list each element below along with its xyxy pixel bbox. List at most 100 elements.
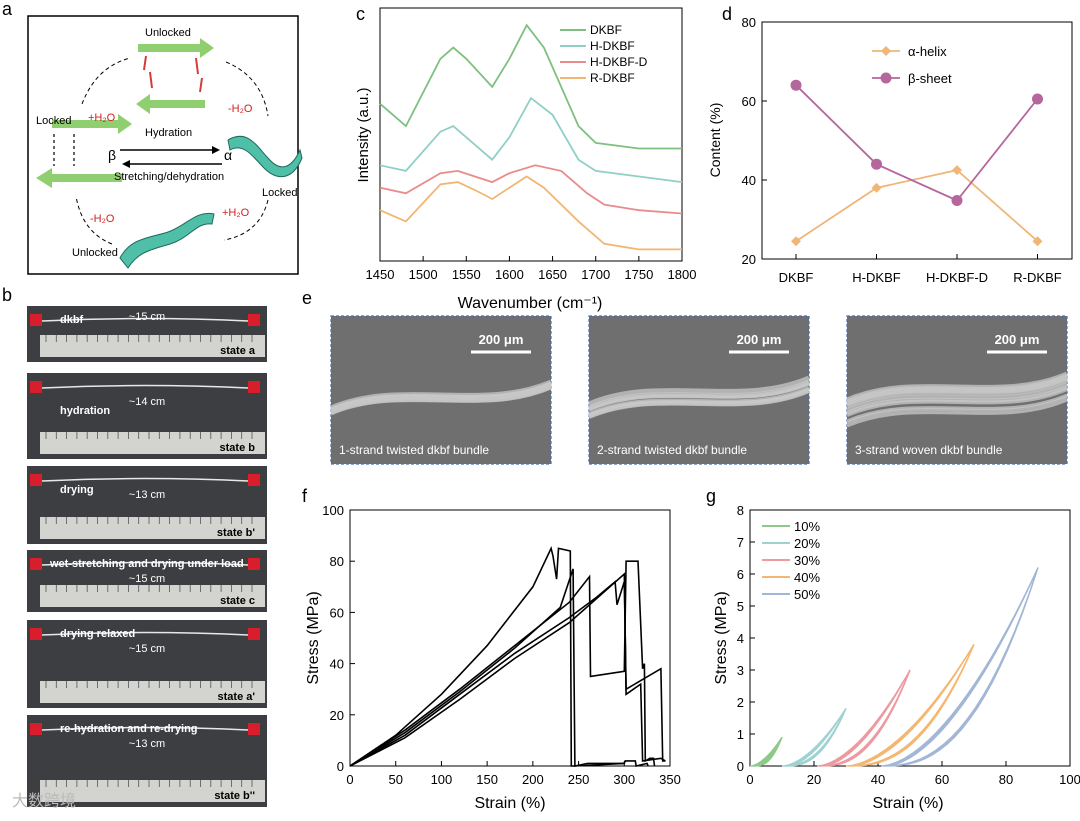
- legend-label: 30%: [794, 553, 820, 568]
- stretching-label: Stretching/dehydration: [114, 171, 224, 183]
- stress-curve-4: [349, 580, 666, 767]
- photo-stack: dkbf ~15 cm state a hydration ~14 cm state b d…: [27, 306, 267, 807]
- hydration-label: Hydration: [145, 127, 192, 139]
- panel-d-label: d: [722, 4, 732, 24]
- photo-state-label: state b: [220, 442, 256, 454]
- ruler: [40, 517, 265, 539]
- x-tick-label: 200: [522, 772, 544, 787]
- fiber-strand: [846, 382, 1068, 412]
- stress-curve-2: [349, 568, 649, 767]
- cycle-loop-30%: [822, 669, 911, 767]
- legend-marker: [880, 72, 892, 84]
- clamp-right: [248, 474, 260, 486]
- plot-frame: [761, 21, 1073, 260]
- y-tick-label: 2: [737, 695, 744, 710]
- series-line-dkbf: [379, 23, 682, 150]
- strand-arrow: [136, 94, 205, 114]
- y-tick-label: 80: [742, 15, 756, 30]
- scale-bar-label: 200 μm: [737, 332, 782, 347]
- plus-h2o-left: +H₂O: [88, 112, 116, 124]
- series-line-r-dkbf: [379, 175, 682, 251]
- cycle-loop-30%: [817, 669, 911, 767]
- cycle-loop-40%: [849, 644, 975, 767]
- legend-label: 10%: [794, 519, 820, 534]
- fiber: [41, 384, 249, 389]
- panel-c-label: c: [356, 4, 365, 24]
- legend-marker: [881, 46, 891, 56]
- stress-curve-3: [349, 560, 656, 767]
- hbond-lines: [53, 134, 75, 166]
- x-tick-label: 250: [568, 772, 590, 787]
- cycle-loop-20%: [785, 708, 847, 767]
- fiber-strand: [330, 381, 552, 411]
- cycle-arrow: [81, 57, 131, 105]
- cycle-loop-50%: [886, 567, 1039, 767]
- photo-state-label: state a: [220, 345, 256, 357]
- x-tick-label: 20: [807, 772, 821, 787]
- y-tick-label: 1: [737, 727, 744, 742]
- x-tick-label: 1800: [668, 267, 697, 282]
- y-axis-title: Stress (MPa): [305, 591, 322, 684]
- photo-condition-label: hydration: [60, 405, 110, 417]
- fiber: [41, 317, 249, 322]
- x-tick-label: 1600: [495, 267, 524, 282]
- data-point: [1032, 236, 1043, 247]
- legend: DKBF H-DKBF H-DKBF-D R-DKBF: [560, 23, 648, 85]
- panel-c: c 1450 1500 1550 1600 1650 1700 1750 1800 DKBF H…: [355, 4, 696, 312]
- photo-state-label: state a': [218, 691, 256, 703]
- bond-lines: [143, 55, 203, 93]
- beta-symbol: β: [108, 147, 116, 163]
- x-tick-label: 60: [935, 772, 949, 787]
- series-line: [795, 84, 1039, 202]
- locked-left-label: Locked: [36, 115, 71, 127]
- photo-length-label: ~15 cm: [129, 311, 165, 323]
- scale-bar-label: 200 μm: [479, 332, 524, 347]
- series-line-h-dkbf-d: [379, 164, 683, 215]
- clamp-left: [30, 558, 42, 570]
- image-caption: 2-strand twisted dkbf bundle: [597, 443, 747, 457]
- alpha-symbol: α: [224, 147, 232, 163]
- cycle-loop-30%: [820, 669, 911, 767]
- panel-b: b dkbf ~15 cm state a hydration ~14 cm state …: [2, 285, 267, 807]
- arrow-head: [212, 146, 220, 154]
- sem-images: 200 μm 1-strand twisted dkbf bundle 200 μm…: [330, 315, 1068, 465]
- fiber-strand: [846, 393, 1068, 423]
- legend-label: 50%: [794, 587, 820, 602]
- ruler: [40, 335, 265, 357]
- x-tick-label: 0: [346, 772, 353, 787]
- panel-g-label: g: [706, 486, 716, 506]
- panel-a: a Unlocked Locked +H₂O Locked -H₂O Unloc…: [2, 0, 303, 275]
- minus-h2o-right: -H₂O: [228, 103, 253, 115]
- legend-label: H-DKBF-D: [590, 55, 648, 69]
- y-tick-label: 0: [337, 759, 344, 774]
- fiber: [41, 726, 249, 731]
- axes: 0 50 100 150 200 250 300 350 0 20 40 60 80 100: [322, 503, 681, 787]
- x-tick-label: 1650: [538, 267, 567, 282]
- photo-length-label: ~13 cm: [129, 738, 165, 750]
- y-tick-label: 7: [737, 535, 744, 550]
- data-point: [952, 165, 962, 176]
- fiber: [41, 477, 249, 482]
- fiber: [41, 561, 249, 566]
- panel-a-frame: [27, 15, 299, 275]
- legend-label: α-helix: [908, 44, 947, 59]
- x-tick-label: 300: [613, 772, 635, 787]
- y-tick-label: 8: [737, 503, 744, 518]
- x-axis-title: Wavenumber (cm⁻¹): [458, 295, 603, 312]
- cycle-arrow: [223, 199, 269, 241]
- legend-label: β-sheet: [908, 71, 952, 86]
- watermark: 大数跨境: [12, 791, 76, 810]
- data-point: [871, 158, 882, 170]
- fiber-strand: [588, 375, 810, 407]
- y-tick-label: 80: [330, 554, 344, 569]
- x-tick-label: 1550: [452, 267, 481, 282]
- x-tick-label: 1500: [409, 267, 438, 282]
- fiber-strand: [330, 385, 552, 415]
- unlocked-top-label: Unlocked: [145, 27, 191, 39]
- x-tick-label: 100: [1059, 772, 1080, 787]
- fiber-strand: [588, 379, 810, 411]
- strand-arrow: [52, 114, 132, 134]
- photo-length-label: ~15 cm: [129, 643, 165, 655]
